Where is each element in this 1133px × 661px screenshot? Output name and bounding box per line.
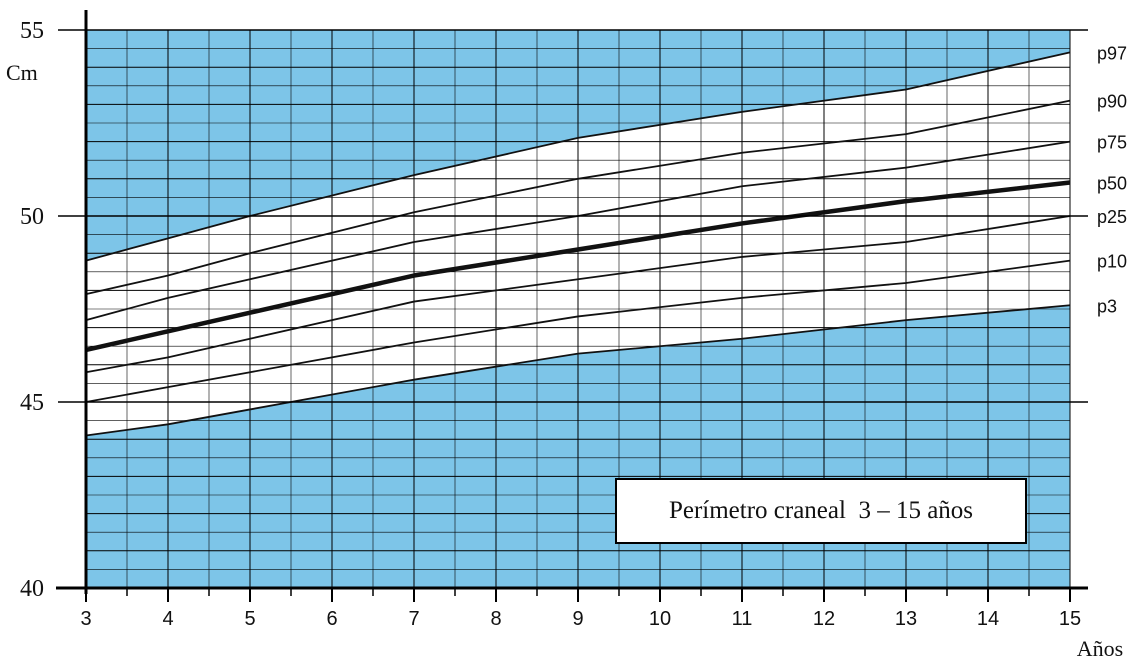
x-tick-label: 8	[490, 608, 501, 630]
percentile-lines: p97 p90 p75 p50 p25 p10 p3	[85, 43, 1127, 437]
chart-title: Perímetro craneal 3 – 15 años	[615, 478, 1027, 544]
series-line-p25	[85, 215, 1071, 374]
series-line-p50	[85, 180, 1071, 353]
series-label-p50: p50	[1097, 174, 1127, 194]
series-line-p90	[85, 99, 1071, 295]
y-tick-label: 50	[20, 204, 44, 230]
x-tick-label: 7	[408, 608, 419, 630]
series-line-p10	[85, 259, 1071, 403]
x-tick-label: 5	[244, 608, 255, 630]
series-label-p3: p3	[1097, 296, 1117, 316]
series-label-p25: p25	[1097, 207, 1127, 227]
series-line-p97	[85, 51, 1071, 262]
x-tick-label: 14	[977, 608, 999, 630]
x-tick-label: 9	[572, 608, 583, 630]
series-label-p90: p90	[1097, 92, 1127, 112]
x-tick-label: 10	[649, 608, 671, 630]
series-label-p10: p10	[1097, 252, 1127, 272]
x-tick-label: 6	[326, 608, 337, 630]
y-tick-label: 40	[20, 576, 44, 602]
y-tick-label: 55	[20, 18, 44, 44]
x-tick-label: 12	[813, 608, 835, 630]
x-tick-label: 4	[162, 608, 173, 630]
series-line-p75	[85, 140, 1071, 322]
y-tick-label: 45	[20, 390, 44, 416]
x-tick-label: 15	[1059, 608, 1081, 630]
x-tick-label: 11	[732, 608, 753, 630]
y-axis-label: Cm	[6, 60, 38, 85]
labels: Cm Años	[6, 60, 1123, 661]
series-label-p75: p75	[1097, 133, 1127, 153]
x-tick-label: 13	[895, 608, 917, 630]
x-axis-label: Años	[1077, 636, 1123, 661]
series-line-p3	[85, 304, 1071, 437]
series-label-p97: p97	[1097, 43, 1127, 63]
x-tick-label: 3	[80, 608, 91, 630]
